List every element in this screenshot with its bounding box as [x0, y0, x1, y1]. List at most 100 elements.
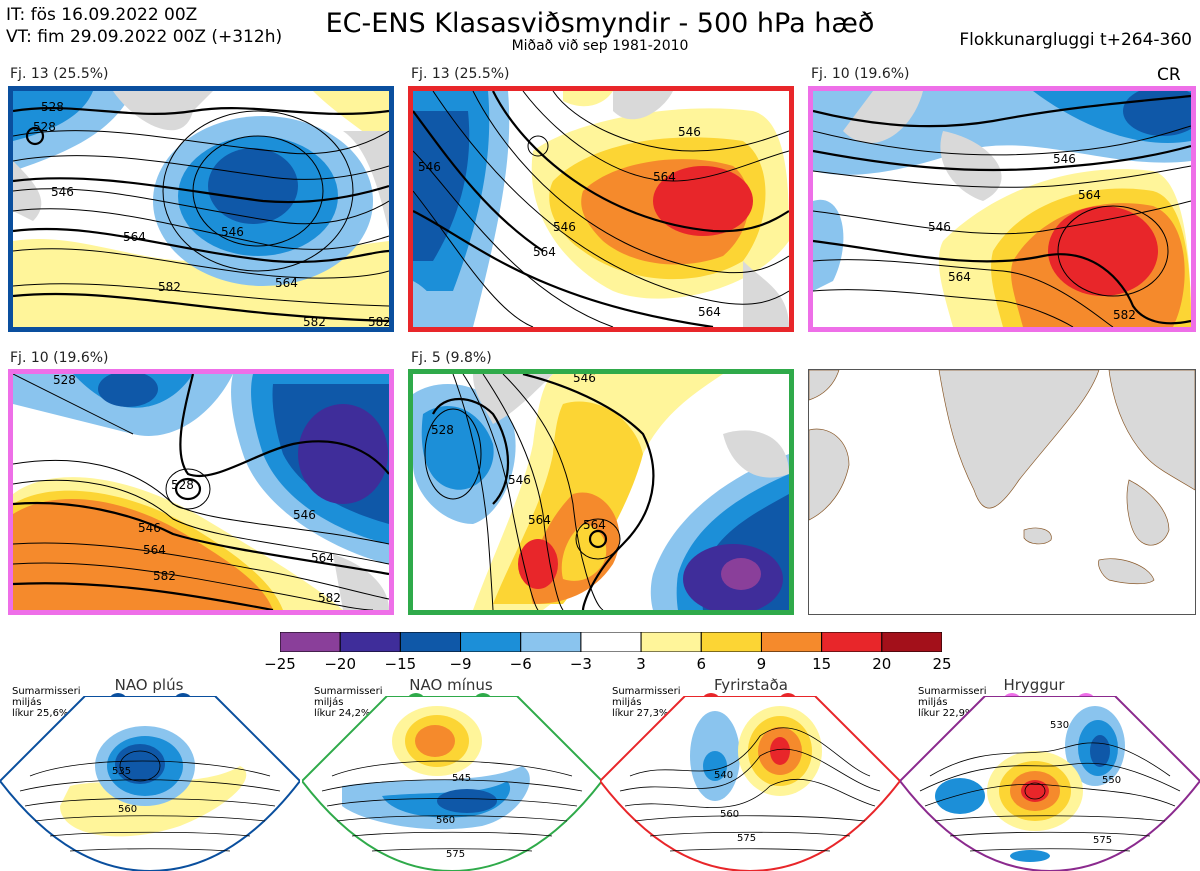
contour-label: 546 [418, 160, 441, 174]
regime-qualifier: miljás [314, 697, 344, 708]
contour-label: 546 [573, 374, 596, 385]
colorbar-tick-label: −6 [509, 655, 532, 673]
contour-label: 528 [171, 478, 194, 492]
contour-label: 546 [928, 220, 951, 234]
colorbar-swatch [399, 631, 462, 653]
contour-label: 564 [275, 276, 298, 290]
regime-label: 535 [112, 766, 131, 777]
colorbar-tick-label: −15 [384, 655, 417, 673]
contour-label: 564 [583, 518, 606, 532]
contour-label: 564 [143, 543, 166, 557]
contour-label: 528 [431, 423, 454, 437]
colorbar-tick-label: −3 [569, 655, 592, 673]
regime-nao-minus: Sumarmisseri miljás líkur 24,2% NAO mínu… [302, 676, 602, 871]
cluster-map-3: 546 564 546 564 582 [808, 86, 1196, 332]
contour-label: 564 [123, 230, 146, 244]
regime-probability: líkur 22,9% [918, 708, 975, 719]
regime-title: NAO plús [114, 676, 184, 694]
colorbar-swatch [700, 631, 762, 653]
contour-label: 528 [33, 120, 56, 134]
regime-label: 550 [1102, 775, 1121, 786]
regime-blocking: Sumarmisseri miljás líkur 27,3% Fyrirsta… [600, 676, 900, 871]
colorbar-tick-label: 25 [932, 655, 952, 673]
regime-label: 560 [720, 809, 739, 820]
colorbar-swatch [821, 631, 883, 653]
contour-label: 564 [533, 245, 556, 259]
page-title: EC-ENS Klasasviðsmyndir - 500 hPa hæð [325, 8, 875, 39]
contour-label: 528 [41, 100, 64, 114]
regime-label: 530 [1050, 720, 1069, 731]
regime-title: Hryggur [1003, 676, 1065, 694]
contour-label: 546 [221, 225, 244, 239]
contour-label: 546 [678, 125, 701, 139]
contour-label: 528 [53, 374, 76, 387]
cr-label: CR [1157, 65, 1181, 85]
colorbar-tick-label: 3 [636, 655, 646, 673]
contour-label: 564 [311, 551, 334, 565]
header-info: IT: fös 16.09.2022 00Z VT: fim 29.09.202… [6, 4, 282, 48]
panel-label-1: Fj. 13 (25.5%) [10, 66, 109, 82]
empty-base-map [808, 369, 1196, 615]
regime-nao-plus: Sumarmisseri miljás líkur 25,6% NAO plús… [0, 676, 300, 871]
regime-probability: líkur 24,2% [314, 708, 371, 719]
contour-label: 582 [158, 280, 181, 294]
page-subtitle: Miðað við sep 1981-2010 [511, 38, 689, 54]
colorbar-tick-label: 9 [756, 655, 767, 673]
cluster-map-2: 546 546 564 564 546 564 [408, 86, 794, 332]
regime-title: NAO mínus [409, 676, 493, 694]
contour-label: 546 [508, 473, 531, 487]
regime-label: 560 [436, 815, 455, 826]
contour-label: 546 [293, 508, 316, 522]
colorbar-tick-label: 20 [872, 655, 892, 673]
colorbar-swatch [881, 631, 943, 653]
colorbar-tick-label: −9 [449, 655, 472, 673]
contour-label: 546 [138, 521, 161, 535]
contour-label: 564 [1078, 188, 1101, 202]
contour-label: 582 [1113, 308, 1136, 322]
regime-season: Sumarmisseri [612, 686, 681, 697]
panel-label-4: Fj. 10 (19.6%) [10, 350, 109, 366]
panel-label-2: Fj. 13 (25.5%) [411, 66, 510, 82]
regime-qualifier: miljás [12, 697, 42, 708]
contour-label: 546 [1053, 152, 1076, 166]
panel-label-3: Fj. 10 (19.6%) [811, 66, 910, 82]
regime-label: 560 [118, 804, 137, 815]
regime-season: Sumarmisseri [314, 686, 383, 697]
colorbar-labels: −25 −20 −15 −9 −6 −3 3 6 9 15 20 25 [264, 655, 951, 675]
regime-title: Fyrirstaða [714, 676, 788, 694]
colorbar-tick-label: −25 [264, 655, 296, 673]
contour-label: 546 [553, 220, 576, 234]
colorbar [279, 631, 943, 653]
contour-label: 582 [153, 569, 176, 583]
regime-probability: líkur 27,3% [612, 708, 669, 719]
contour-label: 582 [318, 591, 341, 605]
regime-label: 575 [1093, 835, 1112, 846]
colorbar-swatch [760, 631, 823, 653]
cluster-map-4: 528 546 564 582 546 564 582 528 [8, 369, 394, 615]
valid-time: VT: fim 29.09.2022 00Z (+312h) [6, 27, 283, 47]
contour-label: 564 [698, 305, 721, 319]
cluster-map-5: 546 546 564 564 528 [408, 369, 794, 615]
contour-label: 564 [653, 170, 676, 184]
contour-label: 582 [368, 315, 389, 327]
colorbar-tick-label: 15 [812, 655, 832, 673]
contour-label: 546 [51, 185, 74, 199]
panel-label-5: Fj. 5 (9.8%) [411, 350, 492, 366]
regime-ridge: Sumarmisseri miljás líkur 22,9% Hryggur … [900, 676, 1200, 871]
contour-label: 564 [948, 270, 971, 284]
colorbar-swatch [339, 631, 401, 653]
regime-label: 575 [446, 849, 465, 860]
colorbar-swatch [460, 631, 522, 653]
regime-qualifier: miljás [612, 697, 642, 708]
classification-window: Flokkunargluggi t+264-360 [959, 30, 1192, 50]
regime-qualifier: miljás [918, 697, 948, 708]
colorbar-swatch [580, 631, 642, 653]
regime-label: 575 [737, 833, 756, 844]
colorbar-swatch [640, 631, 702, 653]
colorbar-tick-label: 6 [696, 655, 707, 673]
regime-probability: líkur 25,6% [12, 708, 69, 719]
colorbar-swatch [520, 631, 582, 653]
regime-label: 545 [452, 773, 471, 784]
colorbar-tick-label: −20 [324, 655, 356, 673]
regime-season: Sumarmisseri [12, 686, 81, 697]
